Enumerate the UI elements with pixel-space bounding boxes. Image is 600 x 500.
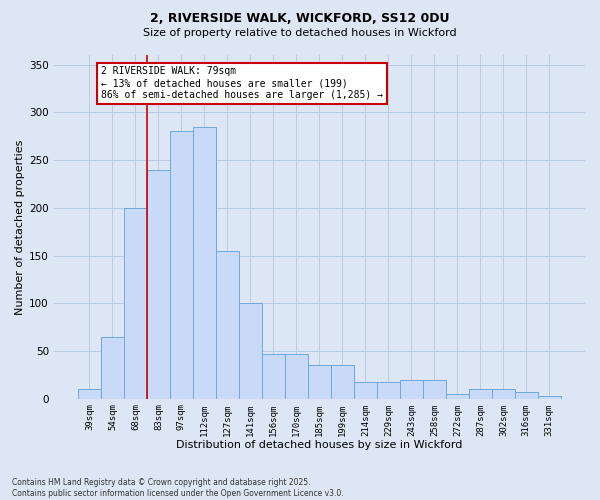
Bar [193,126,216,398]
Bar [78,389,101,398]
Bar [124,208,147,398]
Bar [492,389,515,398]
X-axis label: Distribution of detached houses by size in Wickford: Distribution of detached houses by size … [176,440,463,450]
Bar [331,366,354,398]
Bar [377,382,400,398]
Bar [400,380,423,398]
Bar [239,303,262,398]
Bar [170,132,193,398]
Bar [101,336,124,398]
Bar [216,250,239,398]
Bar [262,354,285,399]
Bar [285,354,308,399]
Bar [469,389,492,398]
Y-axis label: Number of detached properties: Number of detached properties [15,139,25,314]
Text: 2, RIVERSIDE WALK, WICKFORD, SS12 0DU: 2, RIVERSIDE WALK, WICKFORD, SS12 0DU [150,12,450,26]
Bar [354,382,377,398]
Text: 2 RIVERSIDE WALK: 79sqm
← 13% of detached houses are smaller (199)
86% of semi-d: 2 RIVERSIDE WALK: 79sqm ← 13% of detache… [101,66,383,100]
Bar [446,394,469,398]
Bar [147,170,170,398]
Text: Contains HM Land Registry data © Crown copyright and database right 2025.
Contai: Contains HM Land Registry data © Crown c… [12,478,344,498]
Bar [308,366,331,398]
Bar [538,396,561,398]
Text: Size of property relative to detached houses in Wickford: Size of property relative to detached ho… [143,28,457,38]
Bar [515,392,538,398]
Bar [423,380,446,398]
